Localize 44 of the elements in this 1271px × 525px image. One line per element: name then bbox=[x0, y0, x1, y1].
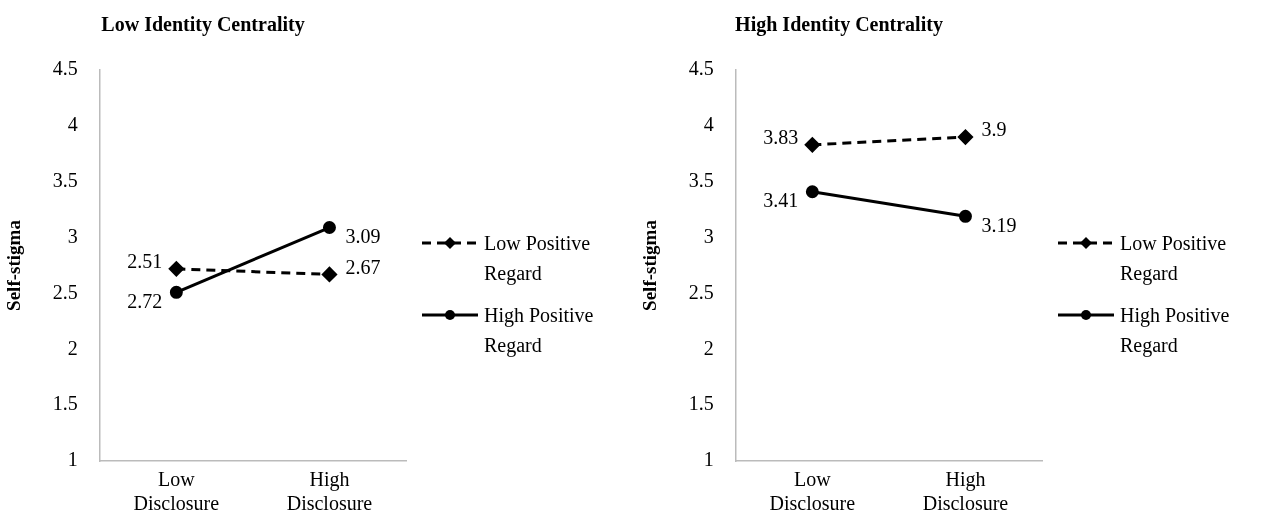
y-tick-label: 1.5 bbox=[688, 392, 714, 415]
y-axis-title: Self-stigma bbox=[3, 219, 25, 311]
annotation: 2.72 bbox=[127, 289, 163, 312]
y-tick-label: 2 bbox=[67, 336, 78, 359]
legend-label: Low Positive Regard bbox=[484, 231, 592, 287]
y-tick-label: 2 bbox=[703, 336, 714, 359]
y-tick-label: 1.5 bbox=[52, 392, 78, 415]
point bbox=[957, 129, 973, 145]
y-tick-label: 1 bbox=[67, 448, 78, 471]
y-tick-label: 2.5 bbox=[688, 280, 714, 303]
annotation: 3.09 bbox=[345, 224, 381, 247]
point bbox=[804, 137, 820, 153]
legend-label: Low Positive Regard bbox=[1120, 231, 1228, 287]
annotation: 3.83 bbox=[763, 126, 799, 149]
annotation: 2.51 bbox=[127, 250, 163, 273]
x-tick-label: High Disclosure bbox=[922, 468, 1009, 515]
y-tick-label: 3 bbox=[703, 224, 714, 247]
x-tick-label: Low Disclosure bbox=[133, 468, 220, 515]
y-tick-label: 4.5 bbox=[688, 57, 714, 80]
y-tick-label: 4.5 bbox=[52, 57, 78, 80]
y-axis-title: Self-stigma bbox=[639, 219, 661, 311]
y-tick-label: 4 bbox=[67, 113, 78, 136]
annotation: 3.19 bbox=[981, 213, 1017, 236]
legend-label: High Positive Regard bbox=[1120, 303, 1231, 359]
chart-title: Low Identity Centrality bbox=[101, 13, 305, 37]
y-tick-label: 3 bbox=[67, 224, 78, 247]
x-tick-label: High Disclosure bbox=[286, 468, 373, 515]
annotation: 3.9 bbox=[981, 118, 1007, 141]
point bbox=[168, 261, 184, 277]
point bbox=[958, 209, 972, 223]
annotation: 3.41 bbox=[763, 189, 799, 212]
point bbox=[322, 221, 336, 235]
y-tick-label: 3.5 bbox=[688, 168, 714, 191]
y-tick-label: 2.5 bbox=[52, 280, 78, 303]
chart-title: High Identity Centrality bbox=[735, 13, 943, 37]
x-tick-label: Low Disclosure bbox=[769, 468, 856, 515]
legend-label: High Positive Regard bbox=[484, 303, 595, 359]
annotation: 2.67 bbox=[345, 255, 381, 278]
point bbox=[321, 266, 337, 282]
point bbox=[805, 185, 819, 199]
y-tick-label: 3.5 bbox=[52, 168, 78, 191]
point bbox=[169, 285, 183, 299]
y-tick-label: 4 bbox=[703, 113, 714, 136]
y-tick-label: 1 bbox=[703, 448, 714, 471]
